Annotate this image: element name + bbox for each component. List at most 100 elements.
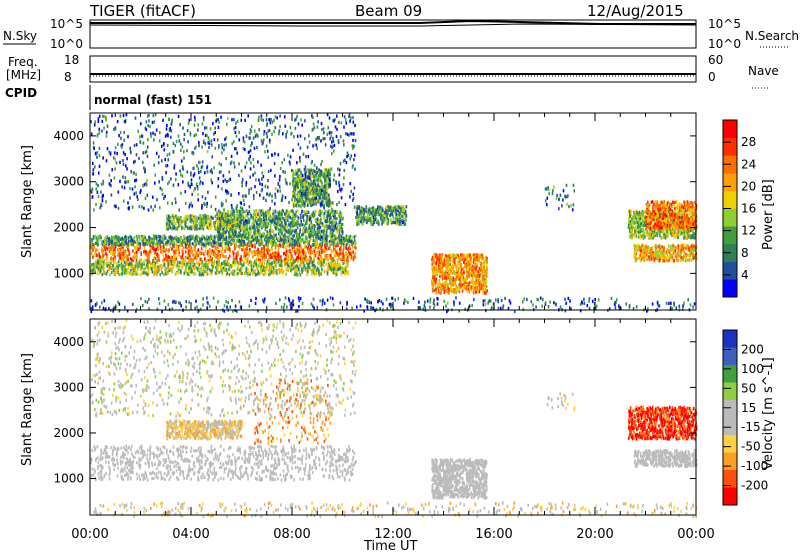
scatter-cell (90, 238, 93, 242)
scatter-cell (270, 245, 273, 249)
scatter-cell (302, 266, 305, 270)
scatter-cell (182, 241, 184, 245)
scatter-cell (486, 289, 488, 293)
scatter-cell (206, 225, 208, 229)
scatter-cell (296, 198, 298, 202)
scatter-cell (257, 247, 259, 251)
scatter-cell (262, 218, 265, 222)
scatter-cell (279, 243, 281, 247)
scatter-cell (112, 260, 115, 264)
scatter-cell (172, 226, 174, 230)
scatter-cell (206, 252, 209, 256)
scatter-cell (300, 183, 302, 187)
scatter-cell (329, 266, 331, 270)
scatter-cell (338, 213, 340, 218)
scatter-cell (188, 254, 191, 258)
scatter-cell (196, 241, 199, 246)
scatter-cell (331, 232, 334, 236)
scatter-cell (343, 237, 345, 241)
scatter-cell (257, 230, 260, 234)
scatter-cell (202, 242, 205, 246)
scatter-cell (251, 271, 254, 275)
scatter-cell (454, 273, 457, 278)
scatter-cell (324, 254, 326, 258)
scatter-cell (145, 271, 147, 275)
scatter-cell (221, 222, 224, 226)
scatter-cell (182, 250, 184, 254)
scatter-cell (232, 215, 235, 219)
scatter-cell (166, 259, 168, 263)
scatter-cell (179, 236, 182, 240)
scatter-cell (302, 202, 304, 206)
scatter-cell (316, 168, 318, 172)
scatter-cell (316, 175, 319, 179)
noise-strip: N.Sky 10^5 10^0 10^5 10^0 N.Search (3, 17, 799, 51)
scatter-cell (164, 267, 166, 271)
scatter-cell (175, 251, 178, 255)
scatter-cell (199, 224, 201, 228)
scatter-cell (181, 258, 184, 262)
scatter-cell (298, 200, 300, 204)
scatter-cell (102, 240, 104, 244)
scatter-cell (331, 210, 333, 214)
scatter-cell (203, 215, 206, 219)
scatter-cell (167, 214, 170, 218)
scatter-cell (332, 257, 334, 261)
scatter-cell (287, 210, 290, 214)
scatter-cell (231, 219, 234, 223)
scatter-cell (262, 250, 265, 255)
scatter-cell (172, 258, 175, 263)
scatter-cell (298, 240, 300, 244)
scatter-cell (205, 265, 207, 270)
scatter-cell (324, 186, 327, 190)
scatter-cell (311, 229, 313, 234)
scatter-cell (279, 239, 281, 243)
scatter-cell (185, 236, 187, 240)
scatter-cell (353, 235, 355, 239)
scatter-cell (318, 257, 320, 261)
scatter-cell (316, 218, 319, 222)
scatter-cell (254, 269, 257, 273)
scatter-cell (349, 255, 351, 259)
scatter-cell (174, 272, 177, 276)
scatter-cell (153, 273, 155, 277)
scatter-cell (318, 196, 321, 200)
scatter-cell (291, 267, 293, 271)
scatter-cell (200, 226, 203, 230)
scatter-cell (173, 226, 176, 230)
scatter-cell (305, 268, 308, 272)
scatter-cell (168, 269, 171, 273)
scatter-cell (169, 245, 172, 249)
scatter-cell (230, 210, 232, 214)
scatter-cell (454, 290, 456, 294)
scatter-cell (200, 238, 203, 242)
scatter-cell (226, 220, 229, 224)
scatter-cell (319, 185, 321, 189)
scatter-cell (285, 238, 287, 242)
scatter-cell (274, 243, 276, 247)
scatter-cell (245, 271, 248, 275)
scatter-cell (310, 185, 312, 189)
scatter-cell (254, 273, 257, 277)
scatter-cell (188, 258, 191, 262)
scatter-cell (306, 211, 308, 215)
scatter-cell (445, 275, 447, 279)
scatter-cell (294, 243, 296, 247)
scatter-cell (91, 247, 94, 251)
scatter-cell (172, 264, 175, 269)
scatter-cell (181, 243, 183, 247)
scatter-cell (97, 261, 100, 265)
nave-label: Nave (748, 64, 779, 78)
scatter-cell (315, 199, 318, 204)
scatter-cell (332, 223, 335, 227)
scatter-cell (103, 262, 106, 266)
scatter-cell (279, 217, 281, 221)
scatter-cell (210, 252, 212, 256)
scatter-cell (330, 216, 332, 220)
scatter-cell (250, 260, 252, 264)
scatter-cell (303, 240, 305, 245)
scatter-cell (235, 243, 238, 247)
scatter-cell (165, 255, 168, 259)
scatter-cell (183, 262, 185, 266)
scatter-cell (278, 210, 281, 214)
